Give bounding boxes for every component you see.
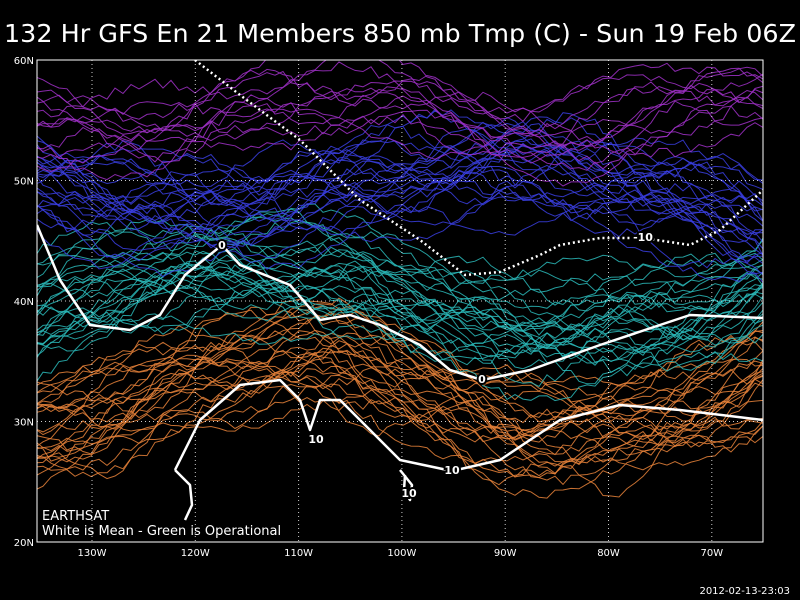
lat-label: 60N	[14, 56, 34, 67]
member-contour	[37, 225, 763, 331]
member-contour	[37, 350, 763, 458]
member-contour	[37, 176, 763, 250]
member-contour	[37, 306, 763, 417]
lon-label: 110W	[284, 548, 313, 559]
lat-label: 40N	[14, 297, 34, 308]
member-contour	[37, 89, 763, 171]
lon-label: 120W	[181, 548, 210, 559]
member-contour	[37, 347, 763, 467]
source-label: EARTHSAT	[42, 509, 109, 524]
member-contour	[37, 116, 763, 207]
member-contour	[37, 297, 763, 413]
member-contour	[37, 66, 763, 143]
member-contour	[37, 166, 763, 262]
member-contour	[37, 309, 763, 419]
member-contour	[37, 358, 763, 463]
member-contour	[37, 250, 763, 336]
member-contour	[37, 373, 763, 486]
member-contour	[37, 60, 763, 120]
member-contour	[37, 89, 763, 163]
member-contour	[37, 128, 763, 205]
contour-label: -10	[633, 231, 653, 244]
member-contour	[37, 246, 763, 332]
contour-label: 0	[218, 239, 226, 252]
member-contour	[37, 193, 763, 278]
member-contour	[37, 243, 763, 331]
member-contour	[37, 304, 763, 423]
member-contour	[37, 180, 763, 284]
map-title: 132 Hr GFS En 21 Members 850 mb Tmp (C) …	[4, 19, 796, 48]
mean-contour-10-loop	[399, 469, 414, 502]
member-contour	[37, 203, 763, 285]
member-contour	[37, 269, 763, 370]
member-contour	[37, 141, 763, 235]
member-contour	[37, 352, 763, 474]
member-contour	[37, 204, 763, 283]
lat-label: 20N	[14, 538, 34, 549]
legend-note: White is Mean - Green is Operational	[42, 524, 281, 539]
member-contour	[37, 298, 763, 406]
lat-label: 50N	[14, 177, 34, 188]
contour-label: 10	[401, 487, 417, 500]
member-contour	[37, 332, 763, 437]
member-contour	[37, 145, 763, 228]
member-contour	[37, 311, 763, 420]
contour-label: 10	[308, 433, 324, 446]
lon-label: 100W	[387, 548, 416, 559]
member-contour	[37, 265, 763, 364]
member-contour	[37, 257, 763, 354]
mean-contour-10	[173, 378, 763, 473]
member-contour	[37, 252, 763, 351]
member-contour	[37, 60, 763, 123]
member-contour	[37, 395, 763, 499]
mean-contour-0	[37, 224, 763, 382]
lon-label: 80W	[597, 548, 620, 559]
member-contour	[37, 270, 763, 355]
mean-contour-minus10	[194, 60, 763, 277]
member-contour	[37, 166, 763, 265]
contour-label: 10	[444, 464, 460, 477]
lon-label: 70W	[700, 548, 723, 559]
member-contour	[37, 67, 763, 149]
member-contour	[37, 377, 763, 479]
lon-label: 130W	[78, 548, 107, 559]
member-contour	[37, 140, 763, 227]
member-contour	[37, 284, 763, 372]
lon-label: 90W	[494, 548, 517, 559]
member-contour	[37, 105, 763, 187]
member-contour	[37, 373, 763, 478]
timestamp: 2012-02-13-23:03	[699, 586, 790, 597]
member-contour	[37, 329, 763, 435]
member-contour	[37, 92, 763, 164]
contour-label: 0	[478, 373, 486, 386]
member-contour	[37, 148, 763, 234]
member-contour	[37, 283, 763, 388]
ensemble-members	[37, 60, 763, 499]
member-contour	[37, 265, 763, 348]
graticule	[37, 60, 763, 542]
member-contour	[37, 108, 763, 181]
map-frame	[36, 59, 764, 543]
member-contour	[37, 248, 763, 350]
lat-label: 30N	[14, 418, 34, 429]
member-contour	[37, 261, 763, 366]
member-contour	[37, 343, 763, 456]
member-contour	[37, 136, 763, 221]
member-contour	[37, 170, 763, 276]
mean-contour-10-branch	[174, 469, 194, 521]
member-contour	[37, 383, 763, 498]
member-contour	[37, 108, 763, 188]
mean-contours	[37, 60, 763, 521]
